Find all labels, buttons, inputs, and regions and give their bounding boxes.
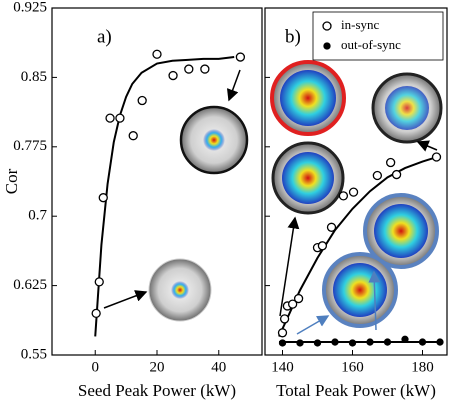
panel-label: a) — [97, 26, 112, 47]
arrow — [226, 69, 241, 102]
data-point — [317, 241, 328, 251]
data-point — [348, 339, 357, 347]
data-point — [277, 328, 288, 338]
y-tick-label: 0.775 — [13, 138, 47, 154]
data-point — [326, 222, 337, 232]
data-point — [338, 191, 349, 201]
data-point — [200, 64, 210, 74]
arrow — [368, 270, 381, 331]
data-point — [383, 338, 392, 346]
y-axis-label: Cor — [2, 168, 21, 194]
legend-label: in-sync — [341, 17, 380, 32]
data-point — [278, 339, 287, 347]
y-tick-label: 0.55 — [21, 346, 47, 362]
data-point — [128, 131, 138, 141]
beam-insets — [103, 60, 443, 335]
data-point — [168, 70, 178, 81]
data-point — [152, 49, 162, 59]
arrow — [416, 140, 438, 152]
data-point — [366, 338, 374, 346]
data-point — [418, 338, 427, 346]
x-tick-label: 40 — [211, 359, 226, 375]
data-point — [296, 339, 304, 347]
data-point — [287, 299, 298, 309]
data-point — [313, 339, 322, 347]
legend-marker — [322, 21, 332, 31]
fit-line — [94, 56, 235, 337]
x-axis-label: Seed Peak Power (kW) — [78, 381, 236, 400]
data-point — [184, 64, 194, 74]
data-point — [348, 187, 359, 197]
y-tick-label: 0.85 — [21, 69, 47, 85]
data-point — [94, 277, 104, 287]
data-point — [391, 169, 402, 180]
arrow — [296, 315, 330, 335]
fit-line — [278, 155, 441, 337]
data-point — [235, 52, 246, 62]
legend-label: out-of-sync — [341, 37, 401, 52]
data-point — [293, 293, 304, 304]
y-tick-label: 0.625 — [13, 277, 47, 293]
y-tick-label: 0.925 — [13, 0, 47, 15]
data-point — [137, 95, 147, 106]
x-tick-label: 160 — [341, 359, 364, 375]
legend-marker — [323, 42, 331, 50]
data-point — [436, 338, 444, 346]
axes-frame — [264, 7, 448, 356]
data-point — [105, 113, 115, 123]
x-tick-label: 0 — [91, 359, 99, 375]
x-tick-label: 140 — [271, 359, 294, 375]
data-point — [279, 314, 290, 324]
data-point — [331, 338, 339, 346]
data-point — [372, 170, 383, 181]
data-point — [401, 335, 409, 343]
x-axis-label: Total Peak Power (kW) — [276, 381, 436, 400]
y-tick-label: 0.7 — [28, 208, 47, 224]
x-tick-label: 180 — [411, 359, 434, 375]
data-point — [385, 157, 396, 168]
legend-box — [312, 11, 444, 61]
panel-label: b) — [285, 26, 301, 47]
x-tick-label: 20 — [150, 359, 165, 375]
data-point — [115, 113, 125, 123]
data-point — [431, 152, 442, 162]
data-point — [91, 308, 101, 319]
arrow — [103, 290, 148, 309]
data-point — [98, 193, 108, 203]
arrow — [279, 216, 300, 317]
